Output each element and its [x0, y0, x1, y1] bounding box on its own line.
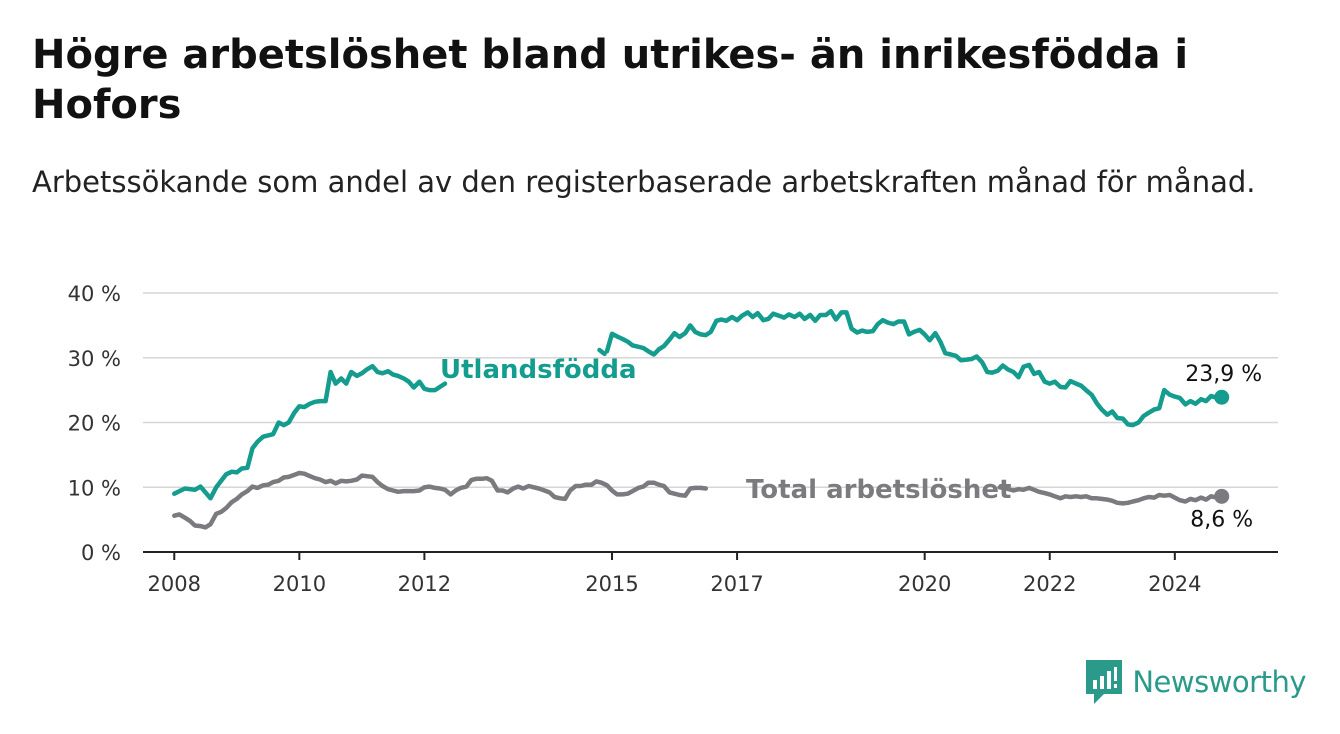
series-labels: Utlandsfödda Total arbetslöshet 23,9 % 8,6 … — [440, 355, 1262, 532]
series-line — [172, 470, 709, 530]
x-tick-label: 2015 — [585, 572, 638, 596]
series-label-utlandsfodda: Utlandsfödda — [440, 355, 637, 385]
x-tick-label: 2017 — [710, 572, 763, 596]
newsworthy-brand: Newsworthy — [1086, 660, 1306, 704]
series-line — [604, 308, 1224, 428]
series-label-total: Total arbetslöshet — [746, 475, 1011, 505]
x-tick-label: 2010 — [273, 572, 326, 596]
y-tick-label: 40 % — [68, 282, 121, 306]
series-line — [997, 485, 1224, 506]
x-tick-label: 2020 — [898, 572, 951, 596]
x-tick-label: 2008 — [148, 572, 201, 596]
x-axis: 2008 2010 2012 2015 2017 2020 2022 2024 — [143, 551, 1278, 596]
y-tick-label: 10 % — [68, 476, 121, 500]
y-axis-ticks: 0 % 10 % 20 % 30 % 40 % — [68, 282, 121, 565]
end-value-utlandsfodda: 23,9 % — [1185, 362, 1262, 387]
series-end-point — [1214, 389, 1230, 405]
series-line — [172, 363, 448, 501]
y-tick-label: 30 % — [68, 347, 121, 371]
series-lines — [172, 308, 1230, 530]
series-end-point — [1214, 488, 1230, 504]
chart-subtitle: Arbetssökande som andel av den registerb… — [32, 165, 1256, 199]
x-tick-label: 2024 — [1148, 572, 1201, 596]
end-value-total: 8,6 % — [1190, 507, 1253, 532]
series-line — [597, 347, 607, 357]
y-tick-label: 0 % — [81, 541, 121, 565]
x-tick-label: 2022 — [1023, 572, 1076, 596]
y-tick-label: 20 % — [68, 412, 121, 436]
brand-name: Newsworthy — [1132, 665, 1306, 699]
newsworthy-logo-icon — [1086, 660, 1123, 704]
gridlines — [143, 292, 1278, 488]
x-tick-label: 2012 — [398, 572, 451, 596]
chart-title: Högre arbetslöshet bland utrikes- än inr… — [32, 32, 1189, 128]
